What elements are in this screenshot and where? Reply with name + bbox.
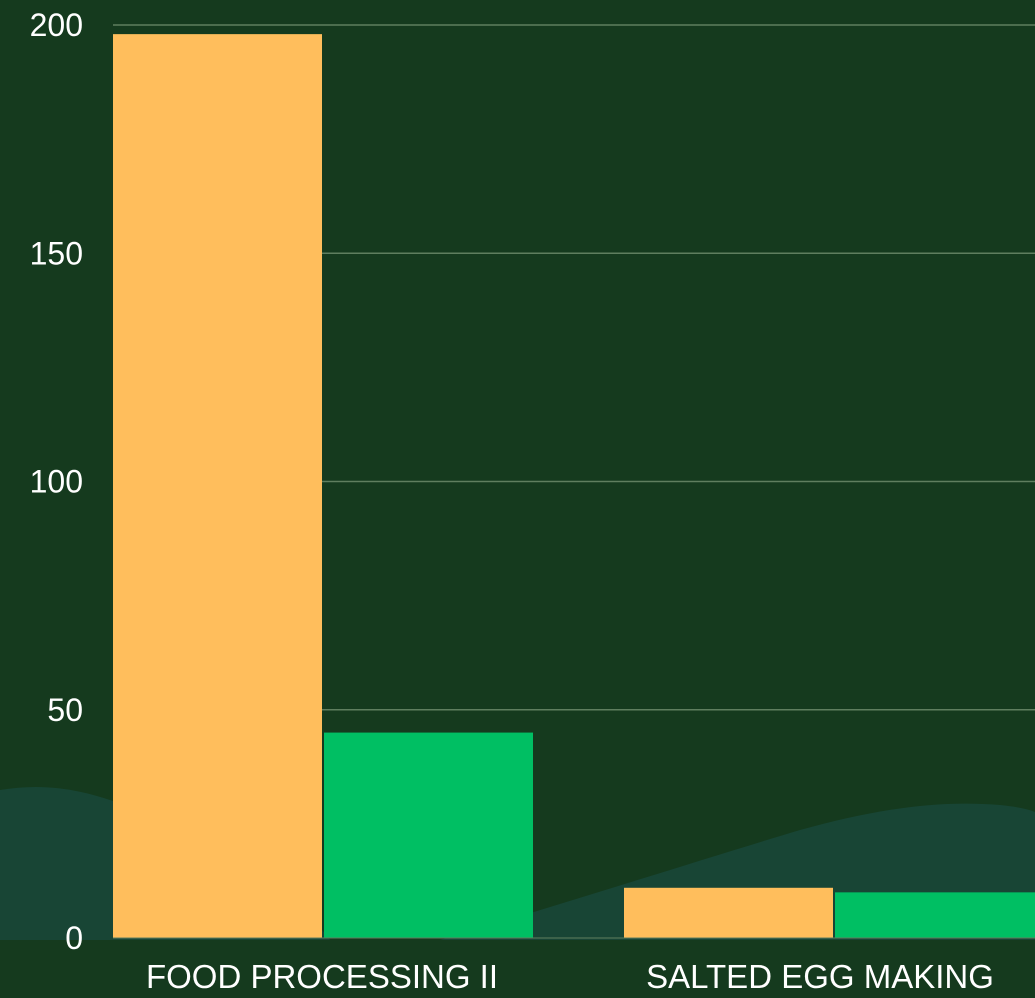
y-tick-label: 200 <box>30 7 83 43</box>
bar <box>835 892 1035 938</box>
x-tick-label: SALTED EGG MAKING <box>646 958 994 995</box>
bar <box>324 732 533 938</box>
x-tick-label: FOOD PROCESSING II <box>146 958 498 995</box>
y-axis-ticks: 0 50 100 150 200 <box>30 7 83 956</box>
y-tick-label: 50 <box>47 692 83 728</box>
y-tick-label: 150 <box>30 235 83 271</box>
bar <box>624 887 833 938</box>
y-tick-label: 100 <box>30 464 83 500</box>
x-axis-ticks: FOOD PROCESSING II SALTED EGG MAKING <box>146 958 994 995</box>
bar <box>113 34 322 938</box>
bars <box>113 34 1035 939</box>
y-tick-label: 0 <box>65 920 83 956</box>
